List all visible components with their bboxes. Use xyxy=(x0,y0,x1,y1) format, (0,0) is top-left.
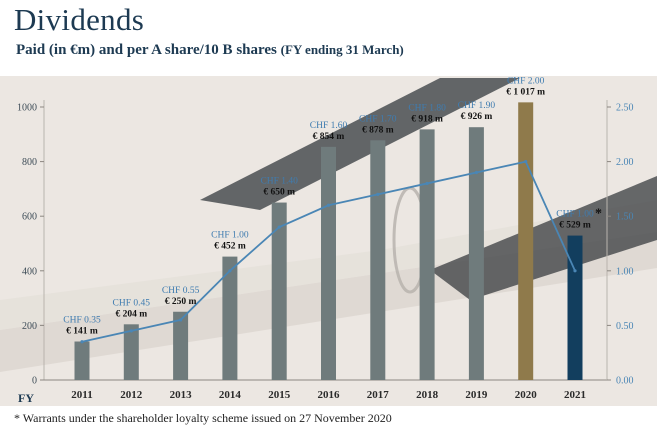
dps-label-2020: CHF 2.00 xyxy=(507,76,545,86)
dps-point-2014 xyxy=(228,269,232,273)
left-tick-label: 600 xyxy=(22,212,37,223)
bar-2019 xyxy=(468,127,484,381)
bar-2018 xyxy=(419,129,435,380)
amount-label-2015: € 650 m xyxy=(263,188,295,198)
subtitle-fy: (FY ending 31 March) xyxy=(280,42,404,57)
category-label-2011: 2011 xyxy=(71,389,92,401)
left-tick-label: 200 xyxy=(22,321,37,332)
amount-label-2011: € 141 m xyxy=(66,327,98,337)
line-series xyxy=(80,160,577,344)
amount-label-2016: € 854 m xyxy=(313,132,345,142)
dps-label-2014: CHF 1.00 xyxy=(211,231,249,241)
chart-subtitle: Paid (in €m) and per A share/10 B shares… xyxy=(16,42,404,59)
category-label-2016: 2016 xyxy=(318,389,341,401)
dividends-chart: FY 0 200 400 600 800 1000 0.00 0.50 1.00 1.50 2.0… xyxy=(0,76,657,406)
bar-2017 xyxy=(370,140,386,380)
left-tick-label: 0 xyxy=(32,376,37,387)
right-tick-label: 1.50 xyxy=(616,212,634,223)
dps-label-2017: CHF 1.70 xyxy=(359,114,397,124)
bar-2016 xyxy=(321,146,336,380)
right-tick-label: 2.00 xyxy=(616,157,634,168)
amount-label-2017: € 878 m xyxy=(362,125,394,135)
category-label-2021: 2021 xyxy=(564,389,586,401)
bar-2015 xyxy=(271,202,287,380)
dps-label-2011: CHF 0.35 xyxy=(63,316,101,326)
dps-label-2015: CHF 1.40 xyxy=(260,177,298,187)
amount-label-2021: € 529 m xyxy=(559,221,591,231)
amount-label-2018: € 918 m xyxy=(411,114,443,124)
right-tick-label: 1.00 xyxy=(616,266,634,277)
footnote: * Warrants under the shareholder loyalty… xyxy=(14,411,392,425)
amount-label-2014: € 452 m xyxy=(214,242,246,252)
dps-point-2016 xyxy=(326,203,331,207)
category-label-2014: 2014 xyxy=(219,389,242,401)
dps-label-2018: CHF 1.80 xyxy=(408,103,446,113)
x-axis-label: FY xyxy=(18,391,34,405)
left-tick-label: 800 xyxy=(22,157,37,168)
category-label-2012: 2012 xyxy=(120,389,143,401)
dps-label-2012: CHF 0.45 xyxy=(113,298,151,308)
right-tick-label: 0.50 xyxy=(616,321,634,332)
category-label-2019: 2019 xyxy=(465,389,488,401)
right-tick-label: 2.50 xyxy=(616,103,634,114)
dps-point-2020 xyxy=(524,160,528,164)
bar-2020 xyxy=(518,102,534,380)
x-axis-categories: 2011 2012 2013 2014 2015 2016 2017 2018 2019 2020… xyxy=(71,389,586,401)
amount-label-2020: € 1 017 m xyxy=(506,87,545,97)
dps-point-2012 xyxy=(129,329,133,333)
left-tick-label: 1000 xyxy=(17,103,37,114)
bar-2012 xyxy=(123,324,139,380)
bar-2021 xyxy=(567,235,583,380)
dps-label-2016: CHF 1.60 xyxy=(310,121,348,131)
category-label-2018: 2018 xyxy=(416,389,439,401)
bar-2013 xyxy=(173,311,189,380)
category-label-2013: 2013 xyxy=(170,389,193,401)
dps-point-2018 xyxy=(425,181,429,186)
amount-label-2012: € 204 m xyxy=(115,309,147,319)
dps-point-2021 xyxy=(573,269,577,273)
category-label-2017: 2017 xyxy=(367,389,390,401)
dps-point-2019 xyxy=(474,170,478,175)
dps-point-2013 xyxy=(179,318,183,322)
dps-label-2021: CHF 1.00 xyxy=(556,210,594,220)
footnote-marker: * xyxy=(595,207,602,222)
amount-label-2019: € 926 m xyxy=(461,112,493,122)
category-label-2015: 2015 xyxy=(268,389,291,401)
bar-2011 xyxy=(74,341,90,380)
category-label-2020: 2020 xyxy=(515,389,538,401)
right-tick-label: 0.00 xyxy=(616,376,634,387)
page-title: Dividends xyxy=(14,2,145,37)
bar-2014 xyxy=(222,256,238,380)
dps-point-2017 xyxy=(376,192,380,196)
left-tick-label: 400 xyxy=(22,266,37,277)
subtitle-main: Paid (in €m) and per A share/10 B shares xyxy=(16,42,277,58)
amount-label-2013: € 250 m xyxy=(165,297,197,307)
dps-label-2019: CHF 1.90 xyxy=(458,101,496,111)
dps-point-2015 xyxy=(277,225,281,229)
dps-point-2011 xyxy=(80,340,84,344)
dps-label-2013: CHF 0.55 xyxy=(162,286,200,296)
right-axis: 0.00 0.50 1.00 1.50 2.00 2.50 xyxy=(606,100,634,387)
